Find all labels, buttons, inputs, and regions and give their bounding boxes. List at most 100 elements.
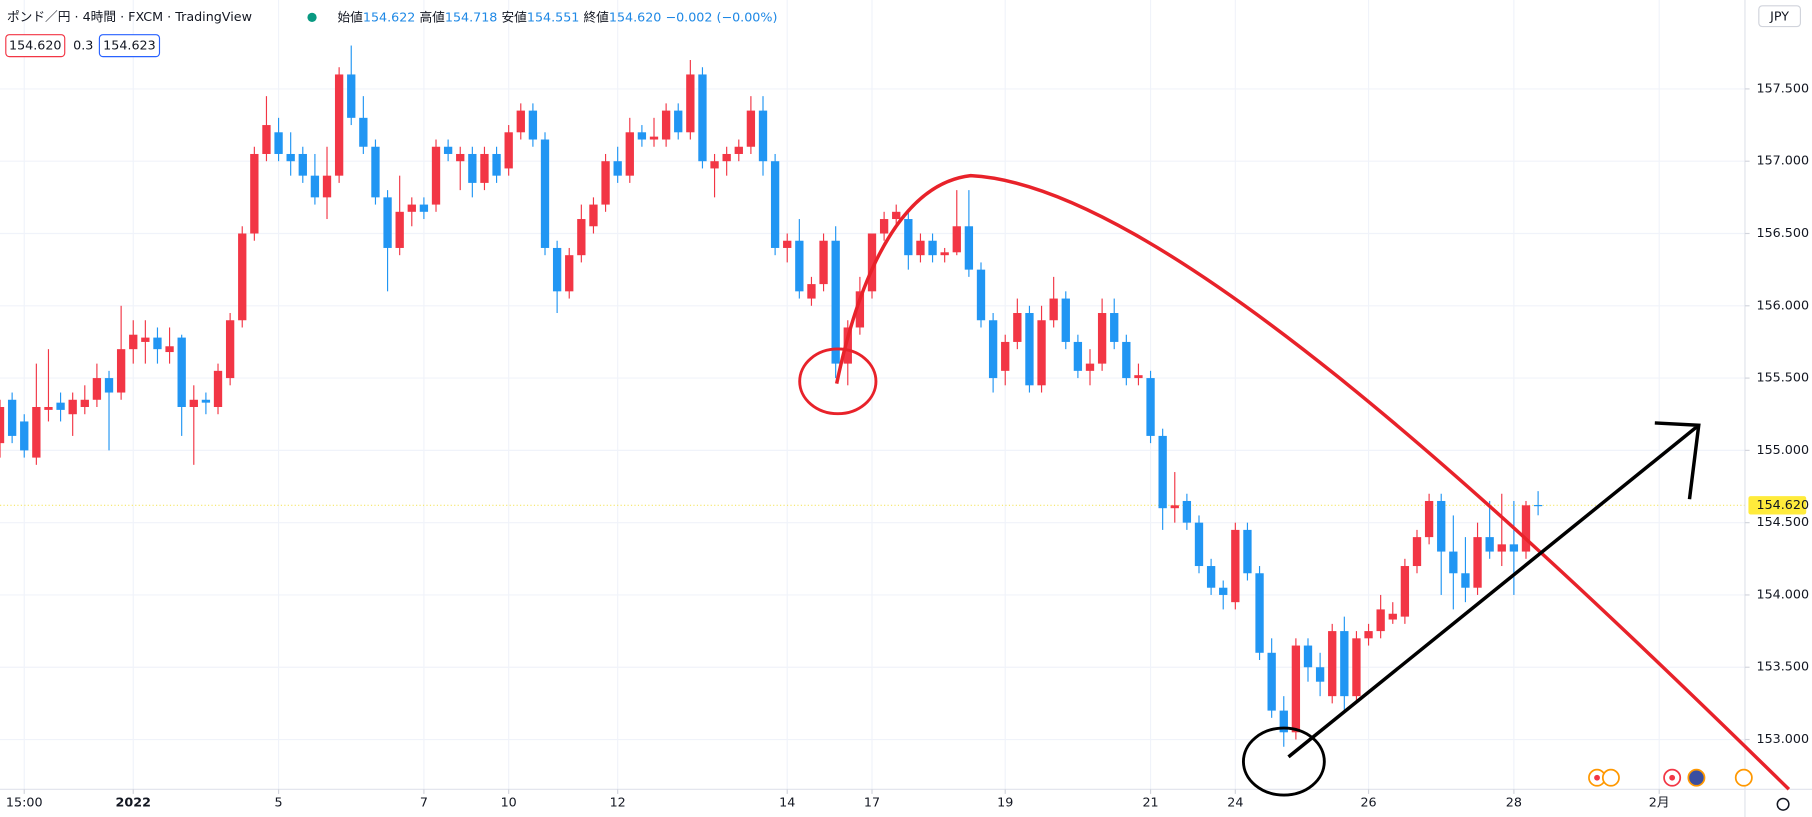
candle-body — [746, 110, 756, 147]
candle-body — [56, 402, 65, 410]
candle-body — [710, 161, 719, 169]
low-value: 154.551 — [527, 9, 580, 24]
candle-body — [165, 346, 174, 353]
candle-body — [565, 255, 574, 292]
candle-body — [104, 378, 114, 393]
x-tick-label: 5 — [275, 795, 283, 810]
x-tick-label: 24 — [1227, 795, 1243, 810]
candle-body — [1533, 505, 1543, 507]
candle-body — [892, 211, 901, 220]
candle-body — [843, 327, 852, 364]
candle-body — [904, 219, 913, 256]
candle-body — [419, 204, 429, 212]
x-tick-label: 21 — [1142, 795, 1158, 810]
candle-body — [177, 337, 186, 407]
candle-body — [928, 240, 937, 256]
spread: 0.3 — [73, 38, 93, 53]
candles — [0, 45, 1543, 747]
last-price-box — [1748, 496, 1807, 515]
candle-body — [577, 219, 586, 256]
axes: 153.000 153.500 154.000 154.500 155.000 155.5… — [6, 80, 1809, 809]
drawn-circle-red — [798, 347, 878, 416]
currency-button[interactable] — [1758, 5, 1802, 28]
candle-body — [1364, 631, 1373, 639]
candle-body — [1110, 313, 1119, 342]
candle-body — [0, 406, 5, 444]
low-label: 安値 — [501, 9, 527, 24]
candle-body — [1340, 631, 1349, 697]
x-tick-label: 19 — [997, 795, 1013, 810]
candle-body — [213, 370, 223, 407]
x-tick-label: 10 — [501, 795, 517, 810]
candle-body — [879, 219, 889, 234]
candle-body — [1497, 544, 1506, 552]
candle-body — [1291, 645, 1301, 733]
candle-body — [189, 399, 198, 407]
open-label: 始値 — [337, 9, 363, 24]
buy-price: 154.623 — [103, 38, 156, 53]
candle-body — [116, 349, 126, 393]
symbol-title: ポンド／円 · 4時間 · FXCM · TradingView — [7, 9, 252, 24]
x-tick-label: 17 — [864, 795, 880, 810]
candle-body — [698, 74, 707, 162]
candle-body — [141, 337, 150, 342]
y-tick-label: 157.000 — [1757, 153, 1810, 168]
candle-body — [129, 334, 138, 350]
candle-body — [1013, 313, 1022, 342]
event-icon[interactable] — [1734, 768, 1753, 787]
candle-body — [80, 399, 89, 407]
candle-body — [988, 320, 998, 379]
candle-body — [1473, 537, 1482, 588]
candle-body — [1219, 587, 1228, 595]
candle-body — [1424, 500, 1434, 538]
candle-body — [964, 226, 974, 270]
y-tick-label: 157.500 — [1757, 80, 1810, 95]
candle-body — [1461, 573, 1470, 588]
x-tick-label: 15:00 — [6, 795, 43, 810]
candle-body — [540, 139, 550, 248]
candle-body — [407, 204, 416, 212]
candle-body — [286, 153, 295, 162]
candle-body — [1255, 573, 1264, 653]
candle-body — [758, 110, 768, 162]
candle-body — [371, 146, 380, 198]
candle-body — [795, 240, 804, 292]
candle-body — [1025, 313, 1034, 386]
candle-body — [1037, 320, 1046, 386]
candle-body — [456, 153, 465, 162]
candle-body — [395, 211, 404, 248]
candle-body — [1509, 544, 1519, 552]
event-flag-icon[interactable] — [1687, 768, 1706, 787]
candle-body — [1388, 613, 1397, 620]
candle-body — [1279, 710, 1288, 733]
candle-body — [516, 110, 525, 133]
candle-body — [940, 252, 949, 256]
settings-button[interactable] — [1776, 797, 1790, 811]
high-label: 高値 — [419, 9, 445, 24]
candle-body — [1521, 505, 1531, 552]
y-tick-label: 154.500 — [1757, 514, 1810, 529]
candle-body — [1134, 375, 1143, 379]
candle-body — [310, 175, 320, 198]
event-icon[interactable] — [1601, 768, 1620, 787]
currency: JPY — [1769, 8, 1789, 23]
sell-button[interactable] — [5, 34, 66, 58]
candle-body — [347, 74, 356, 118]
candle-body — [492, 153, 501, 176]
candle-body — [32, 406, 41, 458]
y-tick-label: 153.000 — [1757, 731, 1810, 746]
event-icon-dot — [1594, 774, 1600, 781]
buy-button[interactable] — [98, 34, 161, 58]
candle-body — [661, 110, 671, 140]
candle-body — [1206, 566, 1216, 588]
candle-body — [1158, 435, 1167, 509]
candle-body — [262, 125, 271, 154]
candle-body — [770, 161, 780, 248]
candle-body — [1376, 609, 1385, 632]
candle-body — [649, 136, 659, 140]
drawn-circle-black — [1241, 726, 1326, 797]
candle-body — [1352, 638, 1361, 697]
candle-body — [528, 110, 538, 140]
